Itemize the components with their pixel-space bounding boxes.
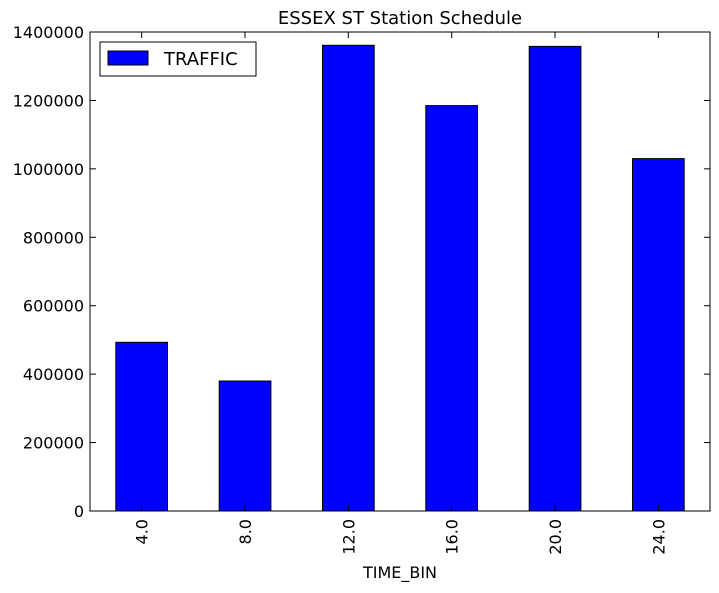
y-tick-label: 0: [74, 502, 84, 521]
y-tick-label: 1000000: [13, 160, 84, 179]
bars-layer: [115, 44, 685, 512]
legend: TRAFFIC: [99, 41, 257, 77]
chart-title: ESSEX ST Station Schedule: [278, 8, 522, 29]
x-tick-label: 16.0: [443, 519, 462, 555]
x-tick-label: 24.0: [649, 519, 668, 555]
y-tick-label: 200000: [23, 434, 84, 453]
bar-12.0: [322, 44, 375, 512]
bar-16.0: [425, 105, 478, 512]
legend-label: TRAFFIC: [163, 49, 238, 70]
x-tick-label: 12.0: [339, 519, 358, 555]
legend-swatch: [107, 50, 149, 66]
bar-20.0: [528, 45, 582, 512]
y-tick-label: 800000: [23, 228, 84, 247]
x-tick-label: 20.0: [546, 519, 565, 555]
x-axis-ticks: 4.0 8.0 12.0 16.0 20.0 24.0: [133, 32, 668, 555]
x-axis-label: TIME_BIN: [362, 563, 437, 583]
plot-area-frame: [89, 31, 711, 512]
x-tick-label: 4.0: [133, 519, 152, 544]
bar-4.0: [115, 341, 169, 512]
x-tick-label: 8.0: [236, 519, 255, 544]
y-axis-ticks: 0 200000 400000 600000 800000 1000000 1200000 1…: [13, 23, 710, 521]
y-tick-label: 1400000: [13, 23, 84, 42]
bar-24.0: [632, 158, 685, 512]
bar-8.0: [218, 380, 272, 512]
y-tick-label: 600000: [23, 297, 84, 316]
y-tick-label: 1200000: [13, 91, 84, 110]
y-tick-label: 400000: [23, 365, 84, 384]
